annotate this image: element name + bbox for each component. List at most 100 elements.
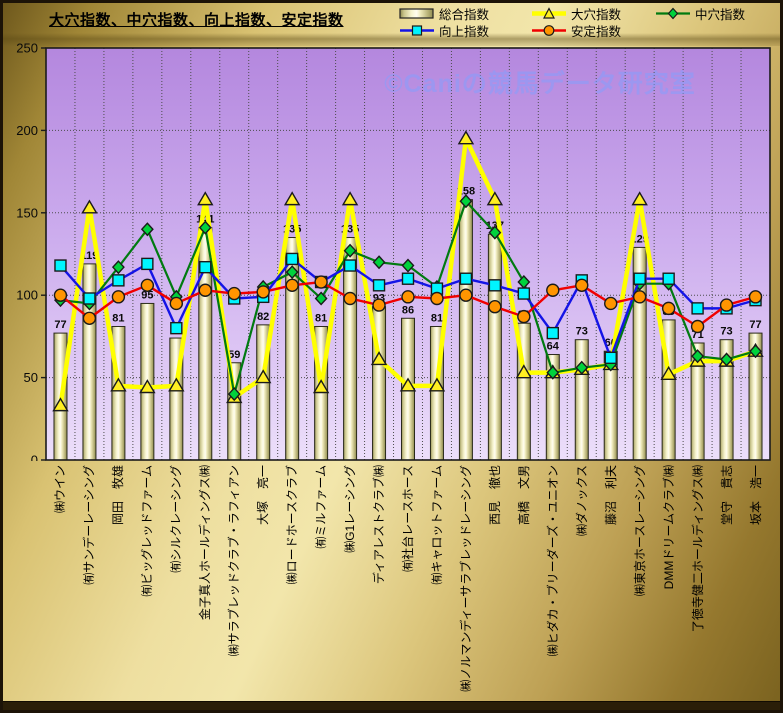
- triangle-marker: [457, 130, 475, 145]
- category-label: 西見 徹也: [487, 465, 502, 526]
- bar-value-label: 81: [431, 313, 443, 325]
- category-label: ㈲社台レースホース: [400, 465, 415, 572]
- square-marker: [141, 257, 154, 271]
- legend-item-chuana: 中穴指数: [655, 5, 780, 22]
- circle-marker: [314, 275, 328, 289]
- triangle-marker: [312, 379, 330, 394]
- category-label: ㈲ミルファーム: [314, 465, 329, 549]
- category-label: ㈱ダノックス: [574, 465, 589, 537]
- bar-value-label: 59: [228, 349, 240, 361]
- diamond-marker: [343, 243, 357, 258]
- bar-value-label: 64: [547, 341, 560, 353]
- watermark: ©Caniの競馬データ研究室: [384, 69, 696, 98]
- triangle-marker: [139, 379, 156, 394]
- circle-marker: [372, 298, 386, 312]
- diamond-marker: [459, 194, 473, 209]
- chart-title: 大穴指数、中穴指数、向上指数、安定指数: [49, 12, 344, 29]
- legend-item-sogo: 総合指数: [399, 5, 531, 22]
- square-marker: [83, 292, 96, 305]
- square-marker: [517, 287, 531, 300]
- bar: [574, 339, 589, 461]
- bar: [458, 199, 473, 461]
- diamond-marker: [720, 352, 734, 367]
- y-axis: 0 50 100 150 200 250: [16, 41, 46, 462]
- triangle-marker: [283, 191, 301, 206]
- circle-marker: [285, 278, 299, 293]
- legend-label: 総合指数: [439, 7, 490, 22]
- diamond-marker: [285, 265, 299, 280]
- category-label: 岡田 牧雄: [111, 465, 126, 526]
- category-label: ㈲キャロットファーム: [429, 465, 444, 585]
- square-marker: [691, 302, 704, 315]
- bar: [487, 233, 502, 461]
- triangle-marker: [52, 397, 69, 412]
- category-label: 堂守 貴志: [719, 465, 734, 526]
- category-label: ㈲ビッグレッドファーム: [140, 465, 155, 597]
- circle-marker: [690, 319, 705, 334]
- bar-value-label: 73: [576, 326, 588, 338]
- bar-series-icon: [399, 7, 435, 20]
- circle-marker: [401, 290, 415, 304]
- category-label: 藤沼 利夫: [603, 465, 618, 526]
- category-label: ㈱ウイン: [53, 465, 68, 514]
- y-tick-label: 50: [24, 370, 38, 385]
- bar-value-label: 73: [720, 326, 732, 338]
- legend-item-kojo: 向上指数: [399, 22, 531, 39]
- diamond-marker: [546, 365, 560, 380]
- diamond-marker: [691, 349, 705, 364]
- circle-marker: [575, 278, 589, 293]
- triangle-marker: [254, 369, 272, 384]
- square-marker: [546, 326, 559, 340]
- y-tick-label: 100: [16, 288, 38, 303]
- circle-marker: [111, 290, 126, 304]
- legend-label: 中穴指数: [695, 7, 746, 22]
- triangle-marker: [515, 364, 533, 379]
- category-label: ㈱ノルマンディーサラブレッドレーシング: [458, 465, 473, 692]
- category-label: ㈱G1レーシング: [343, 465, 358, 553]
- category-label: ㈱東京ホースレーシング: [632, 465, 647, 597]
- circle-marker: [256, 285, 270, 299]
- legend-icon-svg: [532, 6, 566, 19]
- category-label: DMMドリームクラブ㈱: [661, 465, 676, 590]
- circle-marker: [140, 278, 155, 293]
- bottom-frame-strip: [3, 701, 780, 710]
- circle-marker: [82, 311, 97, 325]
- square-marker: [459, 272, 473, 285]
- square-marker: [372, 279, 386, 292]
- circle-marker: [661, 301, 676, 316]
- category-label: ㈲サンデーレーシング: [82, 465, 97, 585]
- bar-value-label: 86: [402, 304, 414, 316]
- bar-value-label: 81: [315, 313, 327, 325]
- square-marker: [343, 259, 357, 272]
- y-tick-label: 250: [16, 41, 38, 56]
- bar-value-label: 77: [749, 319, 761, 331]
- series-circle-line: [53, 275, 763, 334]
- diamond-marker: [401, 258, 415, 273]
- category-label: ㈲シルクレーシング: [169, 465, 184, 573]
- diamond-marker: [749, 344, 762, 359]
- square-marker: [285, 252, 299, 266]
- category-label: ㈱ヒダカ・ブリーダーズ・ユニオン: [545, 465, 560, 657]
- square-marker: [170, 321, 183, 335]
- diamond-marker: [111, 260, 125, 275]
- diamond-marker: [198, 220, 212, 235]
- bar-value-label: 95: [141, 289, 153, 301]
- square-marker: [662, 272, 675, 285]
- square-marker: [604, 351, 617, 365]
- square-marker: [401, 272, 415, 285]
- y-tick-label: 0: [31, 453, 38, 462]
- triangle-marker: [399, 377, 417, 392]
- circle-marker: [748, 290, 763, 304]
- triangle-marker: [197, 191, 214, 206]
- category-axis-labels: ㈱ウイン ㈲サンデーレーシング 岡田 牧雄 ㈲ビッグレッドファーム ㈲シルクレーシング金…: [3, 463, 780, 709]
- circle-marker: [546, 283, 560, 297]
- y-tick-label: 150: [16, 205, 38, 220]
- diamond-series-icon: [655, 7, 691, 20]
- triangle-marker: [110, 377, 127, 392]
- legend-item-oana: 大穴指数: [531, 5, 655, 22]
- category-label: 大塚 亮一: [256, 465, 271, 526]
- legend-icon-svg: [400, 24, 434, 36]
- square-marker: [54, 259, 67, 272]
- triangle-marker: [486, 191, 504, 206]
